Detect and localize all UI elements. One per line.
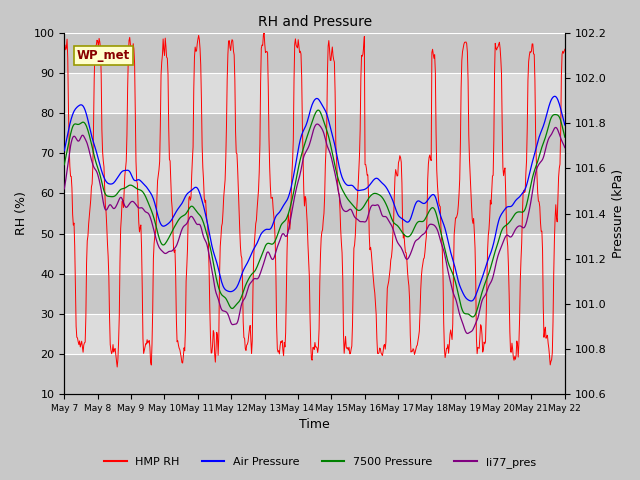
Y-axis label: Pressure (kPa): Pressure (kPa) [612,169,625,258]
Bar [64,73,565,113]
Bar [64,354,565,394]
Bar [64,153,565,193]
Bar [64,314,565,354]
Text: WP_met: WP_met [77,49,130,62]
Legend: HMP RH, Air Pressure, 7500 Pressure, li77_pres: HMP RH, Air Pressure, 7500 Pressure, li7… [100,452,540,472]
Bar [64,274,565,314]
Bar [64,234,565,274]
Y-axis label: RH (%): RH (%) [15,192,28,236]
Bar [64,113,565,153]
Title: RH and Pressure: RH and Pressure [257,15,372,29]
Bar [64,193,565,234]
Bar [64,33,565,73]
X-axis label: Time: Time [299,419,330,432]
